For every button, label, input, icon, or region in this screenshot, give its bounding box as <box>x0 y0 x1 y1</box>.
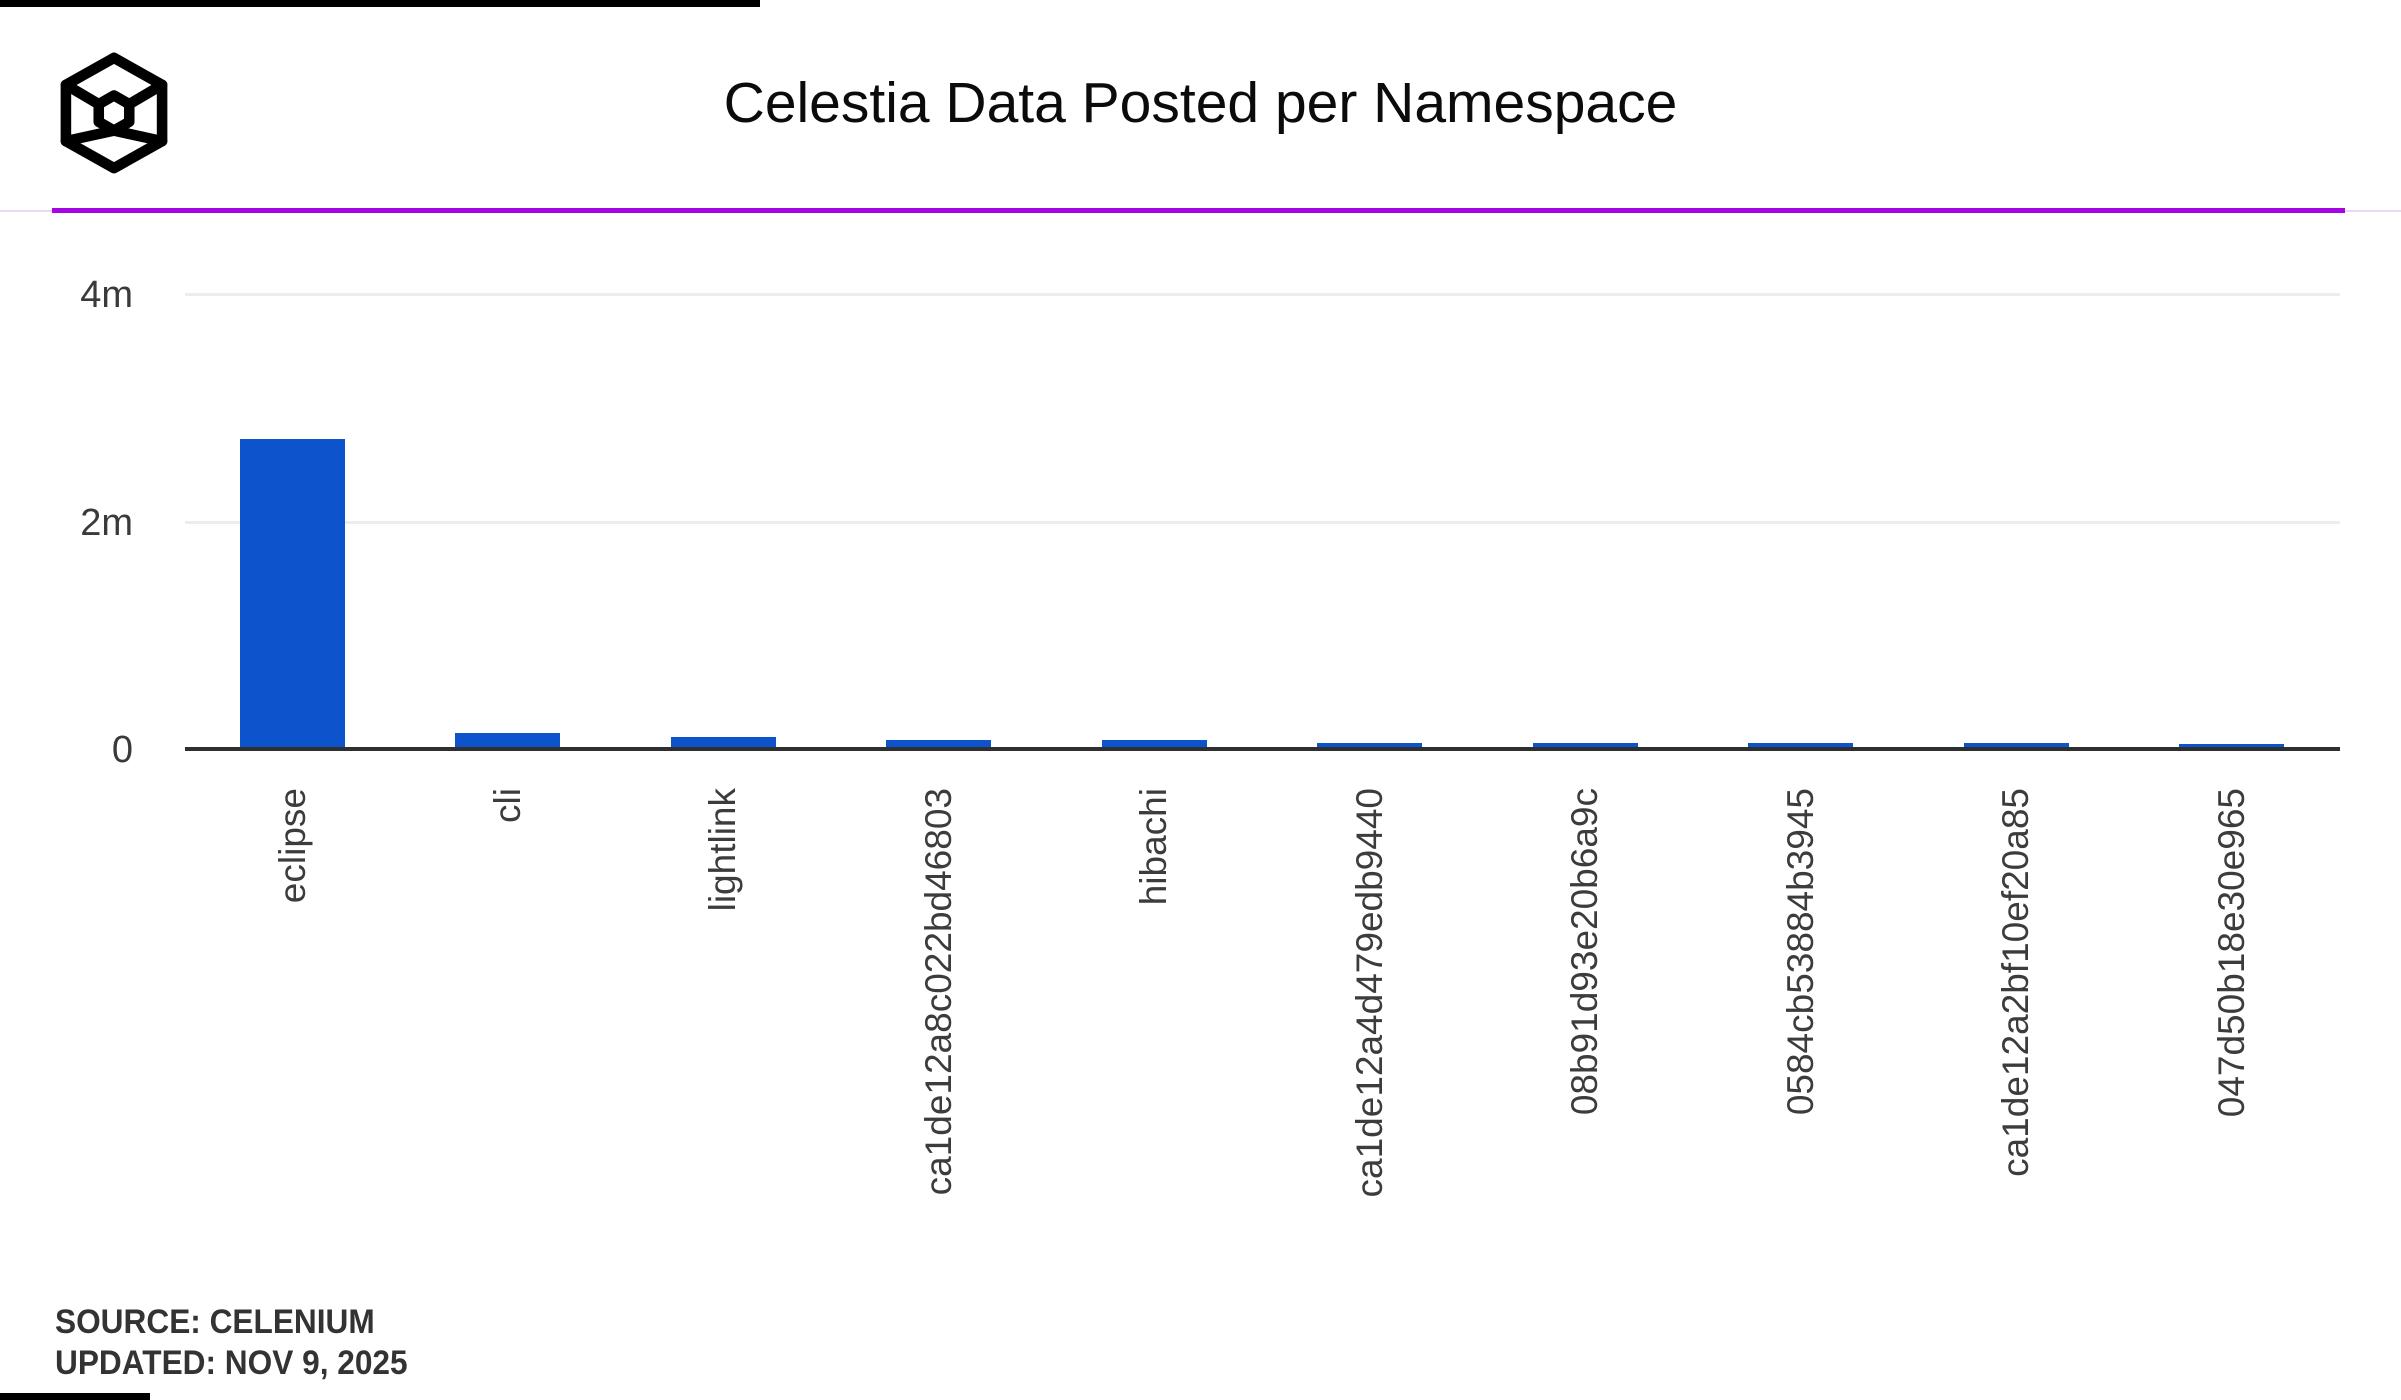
screenshot-bottom-edge-artifact <box>0 1393 150 1400</box>
x-axis-label-slot: hibachi <box>1044 788 1264 1268</box>
bar-047d50b18e30e965[interactable] <box>2179 744 2285 747</box>
x-axis-label: eclipse <box>271 788 313 904</box>
x-axis-label-slot: ca1de12a2bf10ef20a85 <box>1906 788 2126 1268</box>
x-axis-label-slot: lightlink <box>613 788 833 1268</box>
x-axis-label: ca1de12a8c022bd46803 <box>917 788 959 1196</box>
bar-ca1de12a8c022bd46803[interactable] <box>886 740 992 747</box>
bar-lightlink[interactable] <box>670 737 776 747</box>
x-axis-label: hibachi <box>1133 788 1175 906</box>
gridline <box>185 293 2340 296</box>
bar-hibachi[interactable] <box>1101 740 1207 747</box>
bar-08b91d93e20b6a9c[interactable] <box>1532 743 1638 747</box>
x-axis-label-slot: 08b91d93e20b6a9c <box>1475 788 1695 1268</box>
x-axis-label: 047d50b18e30e965 <box>2210 788 2252 1118</box>
header-divider-accent-line <box>52 208 2345 213</box>
x-axis-label-slot: 0584cb53884b3945 <box>1691 788 1911 1268</box>
x-axis-label: ca1de12a2bf10ef20a85 <box>1995 788 2037 1177</box>
y-axis-tick-label: 0 <box>111 729 133 771</box>
chart-footer: SOURCE: CELENIUM UPDATED: NOV 9, 2025 <box>55 1302 434 1384</box>
gridline <box>185 520 2340 524</box>
updated-label: UPDATED: NOV 9, 2025 <box>55 1344 408 1382</box>
x-axis-label-slot: ca1de12a8c022bd46803 <box>829 788 1049 1268</box>
x-axis-label-slot: cli <box>398 788 618 1268</box>
x-axis-label: 0584cb53884b3945 <box>1779 788 1821 1116</box>
bar-cli[interactable] <box>455 733 561 747</box>
x-axis-label: 08b91d93e20b6a9c <box>1564 788 1606 1116</box>
x-axis-label: cli <box>486 788 528 823</box>
chart-title: Celestia Data Posted per Namespace <box>723 71 1678 135</box>
bar-eclipse[interactable] <box>240 439 345 747</box>
source-label: SOURCE: CELENIUM <box>55 1303 375 1341</box>
screenshot-top-edge-artifact <box>0 0 760 7</box>
celenium-cube-logo-icon <box>60 52 168 174</box>
y-axis-tick-label: 4m <box>80 274 133 316</box>
y-axis-tick-label: 2m <box>80 501 133 544</box>
x-axis-label: ca1de12a4d479edb9440 <box>1348 788 1390 1198</box>
x-axis-label-slot: ca1de12a4d479edb9440 <box>1260 788 1480 1268</box>
bar-ca1de12a4d479edb9440[interactable] <box>1317 743 1423 747</box>
bar-ca1de12a2bf10ef20a85[interactable] <box>1963 743 2069 747</box>
x-axis-label-slot: eclipse <box>183 788 403 1268</box>
x-axis-label: lightlink <box>702 788 744 912</box>
x-axis-label-slot: 047d50b18e30e965 <box>2122 788 2342 1268</box>
x-axis-line <box>185 747 2340 751</box>
bar-0584cb53884b3945[interactable] <box>1748 743 1854 747</box>
